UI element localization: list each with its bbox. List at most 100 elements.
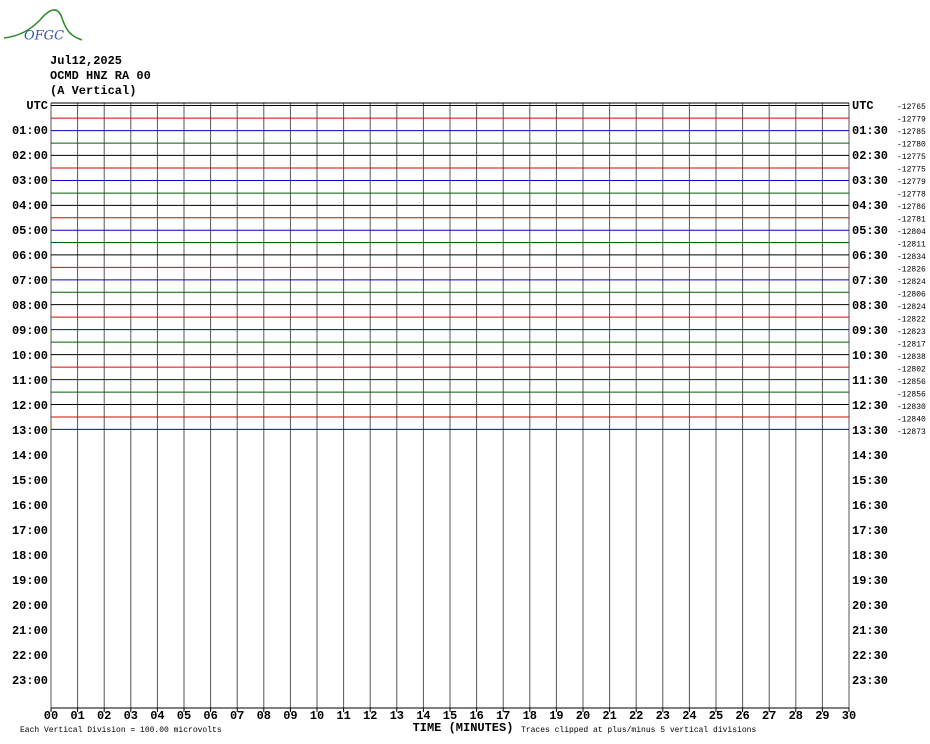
row-label-left: 15:00 xyxy=(12,474,48,488)
x-tick-label: 20 xyxy=(576,709,590,723)
row-label-right: 21:30 xyxy=(852,624,888,638)
footnote: Each Vertical Division = 100.00 microvol… xyxy=(20,726,222,735)
row-label-right: 06:30 xyxy=(852,249,888,263)
trace-offset: -12856 xyxy=(897,391,926,400)
x-axis-label: TIME (MINUTES) xyxy=(413,721,514,735)
trace-offset: -12779 xyxy=(897,116,926,125)
trace-offset: -12826 xyxy=(897,266,926,275)
x-tick-label: 07 xyxy=(230,709,244,723)
trace-offset: -12834 xyxy=(897,253,926,262)
trace-offset: -12840 xyxy=(897,416,926,425)
row-label-right: 10:30 xyxy=(852,349,888,363)
row-label-left: 11:00 xyxy=(12,374,48,388)
x-tick-label: 17 xyxy=(496,709,510,723)
row-label-right: 16:30 xyxy=(852,499,888,513)
row-label-left: 14:00 xyxy=(12,449,48,463)
row-label-left: 18:00 xyxy=(12,549,48,563)
row-label-right: 17:30 xyxy=(852,524,888,538)
row-label-right: 01:30 xyxy=(852,124,888,138)
x-tick-label: 04 xyxy=(150,709,164,723)
x-tick-label: 01 xyxy=(70,709,84,723)
row-label-right: 15:30 xyxy=(852,474,888,488)
x-tick-label: 05 xyxy=(177,709,191,723)
row-label-left: UTC xyxy=(26,99,48,113)
row-label-right: 22:30 xyxy=(852,649,888,663)
trace-offset: -12778 xyxy=(897,191,926,200)
row-label-left: 21:00 xyxy=(12,624,48,638)
trace-offset: -12817 xyxy=(897,341,926,350)
trace-offset: -12806 xyxy=(897,291,926,300)
row-label-right: 08:30 xyxy=(852,299,888,313)
x-tick-label: 15 xyxy=(443,709,457,723)
row-label-left: 23:00 xyxy=(12,674,48,688)
title-line: (A Vertical) xyxy=(50,84,136,98)
trace-offset: -12811 xyxy=(897,241,926,250)
row-label-left: 22:00 xyxy=(12,649,48,663)
x-tick-label: 08 xyxy=(257,709,271,723)
x-tick-label: 21 xyxy=(602,709,616,723)
x-tick-label: 13 xyxy=(390,709,404,723)
row-label-left: 13:00 xyxy=(12,424,48,438)
x-tick-label: 19 xyxy=(549,709,563,723)
row-label-right: 13:30 xyxy=(852,424,888,438)
row-label-right: 03:30 xyxy=(852,174,888,188)
logo-curve xyxy=(3,9,83,41)
trace-offset: -12779 xyxy=(897,178,926,187)
row-label-right: 02:30 xyxy=(852,149,888,163)
title-line: Jul12,2025 xyxy=(50,54,122,68)
row-label-left: 01:00 xyxy=(12,124,48,138)
x-tick-label: 25 xyxy=(709,709,723,723)
trace-offset: -12823 xyxy=(897,328,926,337)
row-label-right: 05:30 xyxy=(852,224,888,238)
row-label-right: 19:30 xyxy=(852,574,888,588)
row-label-left: 06:00 xyxy=(12,249,48,263)
row-label-left: 02:00 xyxy=(12,149,48,163)
x-tick-label: 24 xyxy=(682,709,696,723)
trace-offset: -12804 xyxy=(897,228,926,237)
x-tick-label: 02 xyxy=(97,709,111,723)
row-label-right: 18:30 xyxy=(852,549,888,563)
row-label-left: 03:00 xyxy=(12,174,48,188)
row-label-left: 10:00 xyxy=(12,349,48,363)
trace-offset: -12856 xyxy=(897,378,926,387)
row-label-left: 19:00 xyxy=(12,574,48,588)
trace-offset: -12765 xyxy=(897,103,926,112)
logo: OFGC xyxy=(24,29,64,44)
row-label-left: 20:00 xyxy=(12,599,48,613)
x-tick-label: 27 xyxy=(762,709,776,723)
row-label-left: 12:00 xyxy=(12,399,48,413)
row-label-right: 09:30 xyxy=(852,324,888,338)
trace-offset: -12824 xyxy=(897,303,926,312)
trace-offset: -12873 xyxy=(897,428,926,437)
row-label-right: 04:30 xyxy=(852,199,888,213)
row-label-right: 14:30 xyxy=(852,449,888,463)
trace-offset: -12824 xyxy=(897,278,926,287)
row-label-left: 04:00 xyxy=(12,199,48,213)
x-tick-label: 11 xyxy=(336,709,350,723)
trace-offset: -12775 xyxy=(897,166,926,175)
row-label-left: 07:00 xyxy=(12,274,48,288)
row-label-right: 11:30 xyxy=(852,374,888,388)
row-label-left: 17:00 xyxy=(12,524,48,538)
row-label-right: 07:30 xyxy=(852,274,888,288)
trace-offset: -12786 xyxy=(897,203,926,212)
x-tick-label: 06 xyxy=(203,709,217,723)
trace-offset: -12775 xyxy=(897,153,926,162)
x-tick-label: 23 xyxy=(656,709,670,723)
x-tick-label: 03 xyxy=(124,709,138,723)
row-label-left: 08:00 xyxy=(12,299,48,313)
row-label-right: 20:30 xyxy=(852,599,888,613)
title-line: OCMD HNZ RA 00 xyxy=(50,69,151,83)
trace-offset: -12785 xyxy=(897,128,926,137)
x-tick-label: 28 xyxy=(789,709,803,723)
row-label-left: 09:00 xyxy=(12,324,48,338)
x-tick-label: 10 xyxy=(310,709,324,723)
x-tick-label: 30 xyxy=(842,709,856,723)
trace-offset: -12781 xyxy=(897,216,926,225)
x-tick-label: 22 xyxy=(629,709,643,723)
x-tick-label: 09 xyxy=(283,709,297,723)
x-tick-label: 14 xyxy=(416,709,430,723)
trace-offset: -12802 xyxy=(897,366,926,375)
